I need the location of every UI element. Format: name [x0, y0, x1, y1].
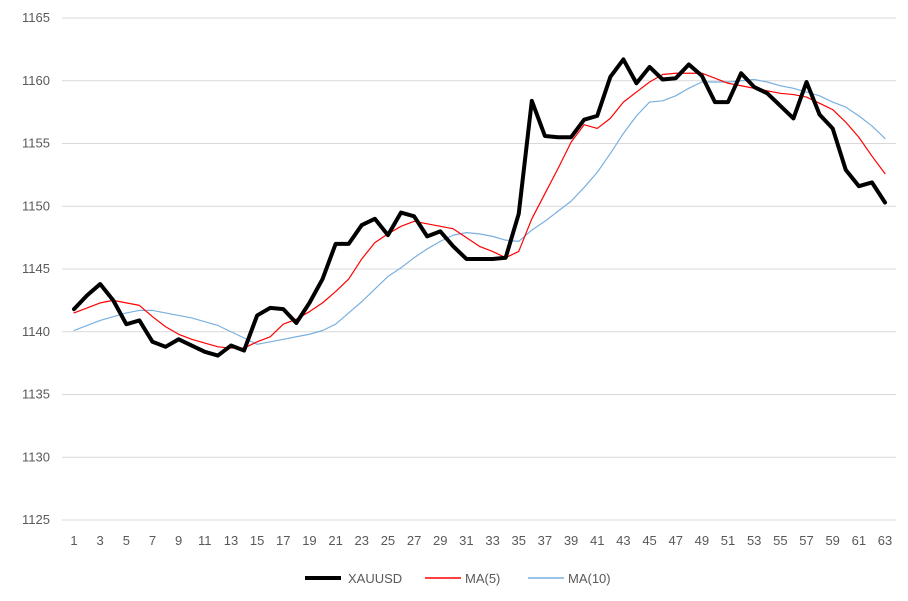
x-tick-label: 15: [250, 533, 264, 548]
legend-label-xauusd: XAUUSD: [348, 571, 402, 586]
x-tick-label: 41: [590, 533, 604, 548]
x-tick-label: 23: [355, 533, 369, 548]
x-tick-label: 27: [407, 533, 421, 548]
x-tick-label: 17: [276, 533, 290, 548]
x-tick-label: 19: [302, 533, 316, 548]
y-tick-label: 1135: [22, 387, 50, 402]
x-tick-label: 61: [852, 533, 866, 548]
legend: XAUUSD MA(5) MA(10): [305, 571, 611, 586]
x-tick-label: 53: [747, 533, 761, 548]
x-tick-label: 33: [485, 533, 499, 548]
x-tick-label: 43: [616, 533, 630, 548]
x-tick-label: 5: [123, 533, 130, 548]
x-tick-label: 35: [512, 533, 526, 548]
x-tick-label: 39: [564, 533, 578, 548]
y-tick-label: 1165: [22, 10, 50, 25]
y-tick-label: 1140: [22, 324, 50, 339]
x-tick-label: 3: [97, 533, 104, 548]
x-tick-label: 7: [149, 533, 156, 548]
series-line-xauusd: [72, 57, 887, 358]
y-tick-label: 1145: [22, 261, 50, 276]
x-tick-label: 59: [825, 533, 839, 548]
x-tick-label: 57: [799, 533, 813, 548]
legend-label-ma-10: MA(10): [568, 571, 611, 586]
x-tick-label: 63: [878, 533, 892, 548]
x-tick-label: 9: [175, 533, 182, 548]
y-tick-label: 1155: [22, 136, 50, 151]
x-tick-label: 31: [459, 533, 473, 548]
y-tick-label: 1160: [22, 73, 50, 88]
legend-label-ma-5: MA(5): [465, 571, 500, 586]
series-lines: [72, 57, 887, 358]
x-tick-label: 45: [642, 533, 656, 548]
x-tick-label: 37: [538, 533, 552, 548]
x-tick-label: 11: [198, 533, 212, 548]
y-tick-label: 1130: [22, 449, 50, 464]
x-tick-label: 29: [433, 533, 447, 548]
y-tick-label: 1125: [22, 512, 50, 527]
x-tick-label: 55: [773, 533, 787, 548]
series-line-ma-10: [73, 78, 886, 345]
series-line-ma-5: [73, 72, 886, 349]
x-tick-label: 51: [721, 533, 735, 548]
gridlines: [62, 17, 896, 521]
x-tick-label: 25: [381, 533, 395, 548]
x-tick-label: 21: [328, 533, 342, 548]
x-tick-label: 49: [695, 533, 709, 548]
x-tick-label: 13: [224, 533, 238, 548]
x-tick-label: 47: [668, 533, 682, 548]
x-tick-label: 1: [70, 533, 77, 548]
y-tick-label: 1150: [22, 198, 50, 213]
